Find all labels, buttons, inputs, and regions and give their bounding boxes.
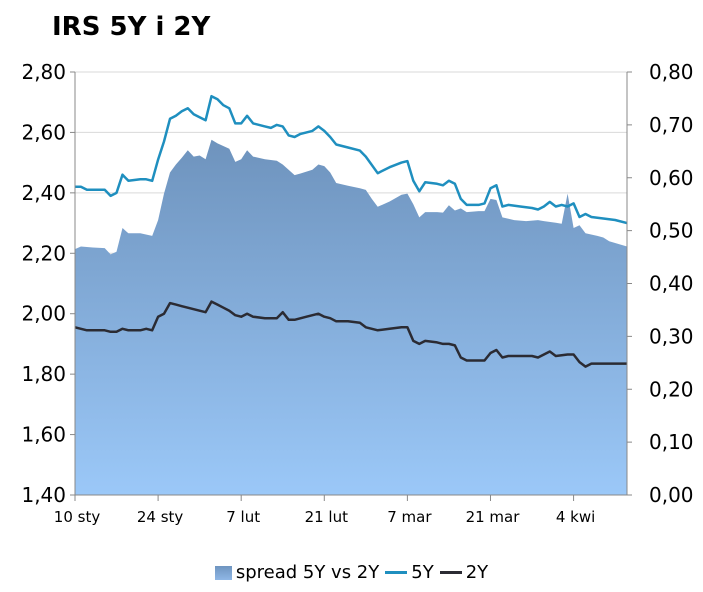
x-tick-label: 24 sty xyxy=(137,508,184,526)
right-tick-label: 0,00 xyxy=(649,483,694,507)
right-tick-label: 0,80 xyxy=(649,60,694,84)
right-tick-label: 0,60 xyxy=(649,166,694,190)
legend-swatch-2y xyxy=(439,571,462,574)
legend-item-2y: 2Y xyxy=(439,562,489,583)
left-tick-label: 2,60 xyxy=(21,120,66,144)
spread-area xyxy=(75,139,627,495)
x-tick-label: 21 mar xyxy=(466,508,521,526)
left-axis-ticks: 1,40 1,60 1,80 2,00 2,20 2,40 2,60 2,80 xyxy=(21,60,75,507)
legend-item-spread: spread 5Y vs 2Y xyxy=(214,562,380,583)
right-tick-label: 0,70 xyxy=(649,113,694,137)
x-tick-label: 7 lut xyxy=(226,508,260,526)
legend-label-spread: spread 5Y vs 2Y xyxy=(235,562,380,583)
right-tick-label: 0,40 xyxy=(649,272,694,296)
legend-swatch-5y xyxy=(385,571,408,574)
right-tick-label: 0,50 xyxy=(649,219,694,243)
right-tick-label: 0,10 xyxy=(649,430,694,454)
x-tick-label: 4 kwi xyxy=(556,508,595,526)
series-line-2y xyxy=(74,300,627,368)
legend-swatch-spread xyxy=(214,565,232,580)
right-axis-ticks: 0,00 0,10 0,20 0,30 0,40 0,50 0,60 0,70 0,80 xyxy=(627,60,694,507)
x-tick-label: 7 mar xyxy=(387,508,432,526)
legend: spread 5Y vs 2Y 5Y 2Y xyxy=(0,562,703,583)
left-tick-label: 1,40 xyxy=(21,483,66,507)
x-tick-label: 10 sty xyxy=(54,508,101,526)
left-tick-label: 2,00 xyxy=(21,302,66,326)
left-tick-label: 2,20 xyxy=(21,241,66,265)
left-tick-label: 1,60 xyxy=(21,423,66,447)
left-tick-label: 1,80 xyxy=(21,362,66,386)
x-tick-label: 21 lut xyxy=(305,508,349,526)
right-tick-label: 0,20 xyxy=(649,377,694,401)
left-tick-label: 2,80 xyxy=(21,60,66,84)
x-axis-ticks: 10 sty 24 sty 7 lut 21 lut 7 mar 21 mar 4 kwi xyxy=(54,495,595,526)
legend-label-2y: 2Y xyxy=(465,562,489,583)
legend-label-5y: 5Y xyxy=(411,562,434,583)
right-tick-label: 0,30 xyxy=(649,324,694,348)
left-tick-label: 2,40 xyxy=(21,181,66,205)
legend-item-5y: 5Y xyxy=(385,562,434,583)
chart-title: IRS 5Y i 2Y xyxy=(52,12,211,42)
series-line-5y xyxy=(75,94,628,225)
